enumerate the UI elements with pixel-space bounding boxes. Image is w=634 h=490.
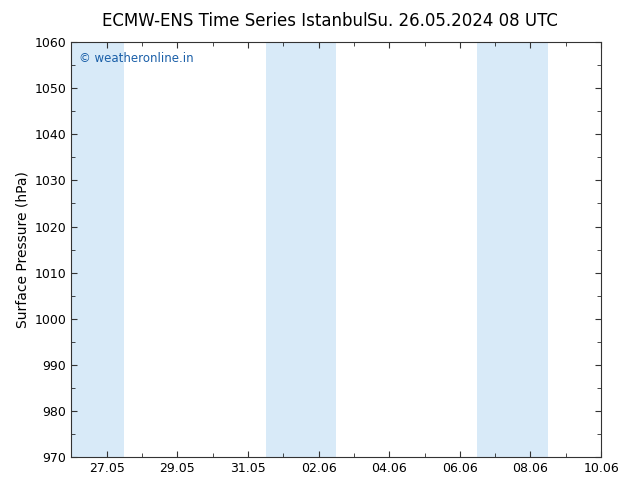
Text: ECMW-ENS Time Series Istanbul: ECMW-ENS Time Series Istanbul [102,12,367,30]
Bar [477,42,548,457]
Y-axis label: Surface Pressure (hPa): Surface Pressure (hPa) [15,171,29,328]
Text: Su. 26.05.2024 08 UTC: Su. 26.05.2024 08 UTC [367,12,559,30]
Text: © weatheronline.in: © weatheronline.in [79,52,194,66]
Bar [71,42,124,457]
Bar [266,42,336,457]
